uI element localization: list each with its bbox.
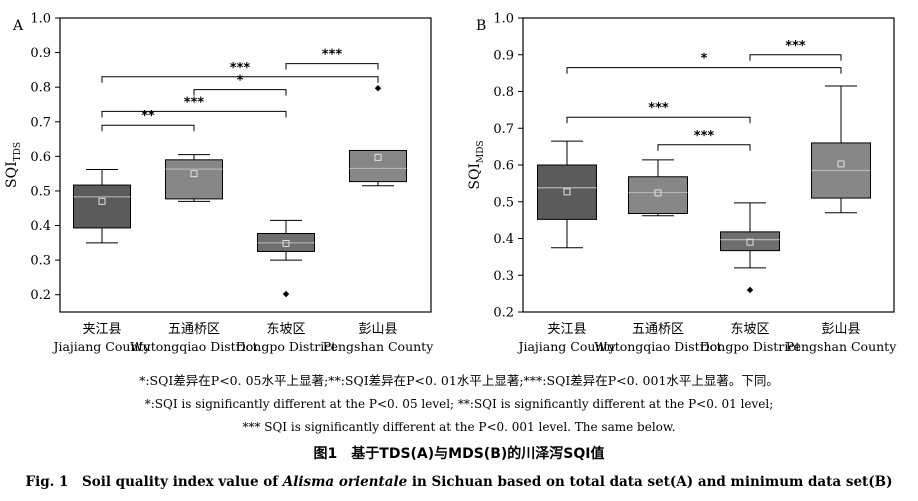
a-mean-marker [282, 240, 290, 248]
b-mean-marker [654, 189, 662, 197]
b-box [720, 231, 780, 252]
a-mean-marker [190, 170, 198, 178]
a-significance-label: ** [141, 109, 155, 124]
a-significance-bracket [193, 89, 287, 96]
b-y-tick-label: 0.6 [493, 159, 514, 174]
a-significance-bracket [101, 124, 195, 132]
b-y-tick-label: 0.8 [493, 85, 514, 100]
b-y-tick-label: 0.4 [493, 232, 514, 247]
b-y-tick-label: 0.3 [493, 269, 514, 284]
a-significance-bracket [285, 63, 379, 70]
a-x-category-label-cn: 五通桥区 [168, 322, 220, 337]
a-significance-label: *** [230, 61, 251, 76]
a-outlier-point [282, 290, 290, 298]
panel-a-boxplot: 0.2 0.3 0.4 0.5 0.6 0.7 0.8 0.9 1.0 A SQITDS 夹江县 Jia… [4, 12, 434, 355]
b-x-category-label-en: Jiajiang County [516, 339, 616, 354]
b-significance-bracket [566, 67, 842, 74]
b-y-tick-label: 0.5 [493, 195, 514, 210]
b-mean-marker [746, 238, 754, 246]
b-y-axis-label-sub: MDS [476, 140, 486, 163]
figure-caption-cn: 图1 基于TDS(A)与MDS(B)的川泽泻SQI值 [313, 446, 605, 462]
b-x-category-label-cn: 五通桥区 [632, 322, 684, 337]
b-x-category-label-cn: 东坡区 [730, 322, 769, 337]
b-box [628, 176, 688, 215]
b-y-axis-label: SQIMDS [467, 140, 486, 189]
b-y-axis-label-main: SQI [467, 163, 483, 190]
a-y-tick-label: 0.3 [30, 254, 51, 269]
a-x-category-label-en: Dongpo District [236, 339, 337, 354]
b-mean-marker [837, 160, 845, 168]
a-y-tick-label: 0.4 [30, 219, 51, 234]
panel-b-boxplot: 0.2 0.3 0.4 0.5 0.6 0.7 0.8 0.9 1.0 B SQIMDS 夹江县 Jia… [467, 12, 897, 355]
a-y-tick-label: 0.8 [30, 81, 51, 96]
b-significance-label: *** [785, 39, 806, 54]
significance-note-en-1: *:SQI is significantly different at the … [144, 397, 774, 411]
a-x-category-label-en: Wutongqiao District [130, 339, 257, 354]
a-mean-marker [98, 197, 106, 205]
significance-note-cn: *:SQI差异在P<0. 05水平上显著;**:SQI差异在P<0. 01水平上… [139, 373, 779, 388]
a-box [165, 159, 223, 200]
a-y-tick-label: 0.5 [30, 184, 51, 199]
b-y-tick-label: 0.2 [493, 306, 514, 321]
a-significance-label: * [237, 74, 244, 89]
a-y-tick-label: 0.9 [30, 46, 51, 61]
a-outlier-point [374, 85, 382, 92]
a-x-category-label-cn: 彭山县 [358, 322, 397, 337]
a-y-tick-label: 0.2 [30, 288, 51, 303]
b-mean-marker [563, 188, 571, 196]
a-y-tick-label: 1.0 [30, 12, 51, 27]
a-y-tick-label: 0.6 [30, 150, 51, 165]
a-plot-frame [59, 17, 432, 313]
a-y-axis-label-main: SQI [4, 161, 20, 188]
b-significance-bracket [657, 144, 751, 151]
b-x-category-label-en: Dongpo District [700, 339, 801, 354]
a-significance-bracket [101, 76, 379, 83]
b-significance-label: *** [648, 101, 669, 116]
a-y-axis-label: SQITDS [4, 142, 23, 188]
a-box [73, 184, 131, 229]
caption-en-suffix: in Sichuan based on total data set(A) an… [407, 474, 893, 490]
b-significance-bracket [749, 54, 842, 61]
a-significance-label: *** [322, 48, 343, 63]
b-y-tick-label: 0.9 [493, 48, 514, 63]
b-x-category-label-cn: 夹江县 [547, 322, 586, 337]
a-x-category-label-cn: 东坡区 [266, 322, 305, 337]
caption-en-prefix: Fig. 1 Soil quality index value of [25, 474, 283, 490]
b-x-category-label-en: Pengshan County [786, 339, 897, 354]
a-y-tick-label: 0.7 [30, 115, 51, 130]
a-x-category-label-en: Pengshan County [323, 339, 434, 354]
b-x-category-label-cn: 彭山县 [821, 322, 860, 337]
a-significance-bracket [101, 110, 287, 118]
a-significance-label: *** [184, 95, 205, 110]
a-x-category-label-en: Jiajiang County [51, 339, 151, 354]
a-box [349, 149, 407, 183]
b-y-tick-label: 0.7 [493, 122, 514, 137]
b-x-category-label-en: Wutongqiao District [594, 339, 721, 354]
b-significance-label: *** [694, 129, 715, 144]
b-significance-label: * [701, 52, 708, 67]
b-panel-label: B [476, 18, 486, 34]
significance-note-en-2: *** SQI is significantly different at th… [242, 420, 676, 434]
b-outlier-point [746, 286, 754, 294]
a-panel-label: A [12, 18, 24, 34]
a-x-category-label-cn: 夹江县 [82, 322, 121, 337]
caption-en-species: Alisma orientale [282, 474, 408, 490]
figure-caption-en: Fig. 1 Soil quality index value of Alism… [0, 470, 918, 490]
a-y-axis-label-sub: TDS [13, 142, 23, 161]
b-y-tick-label: 1.0 [493, 12, 514, 27]
b-significance-bracket [566, 116, 751, 124]
a-mean-marker [374, 153, 382, 161]
b-box [537, 164, 597, 220]
